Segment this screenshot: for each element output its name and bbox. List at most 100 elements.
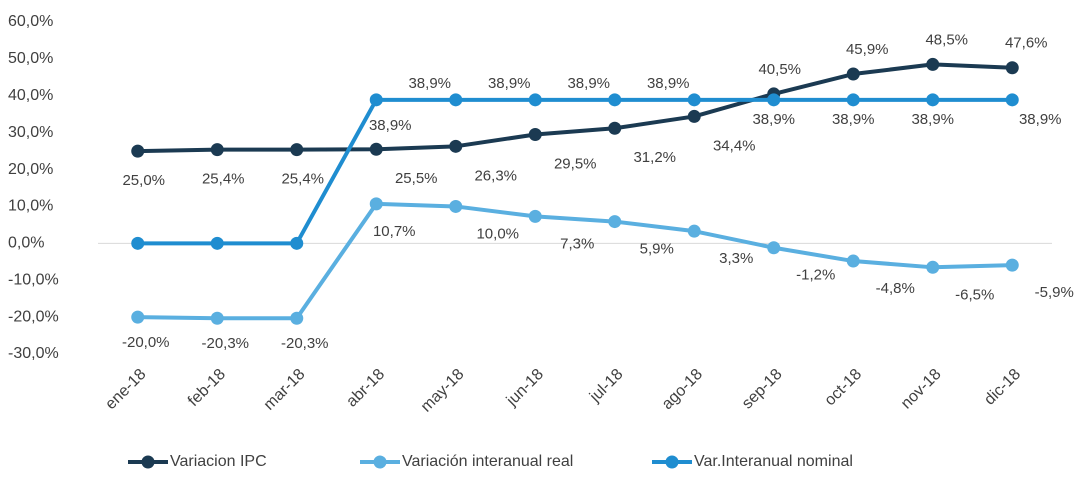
data-label: 25,0% bbox=[122, 172, 165, 189]
data-label: 38,9% bbox=[911, 111, 954, 128]
data-label: 5,9% bbox=[640, 241, 674, 258]
data-label: 25,4% bbox=[202, 171, 245, 188]
data-label: -4,8% bbox=[876, 280, 915, 297]
y-tick-label: 20,0% bbox=[8, 161, 53, 178]
point bbox=[369, 197, 383, 211]
data-label: -20,0% bbox=[122, 334, 170, 351]
point bbox=[926, 57, 940, 71]
legend-swatch bbox=[665, 455, 679, 469]
point bbox=[767, 241, 781, 255]
x-tick-label: mar-18 bbox=[261, 366, 309, 414]
point bbox=[528, 209, 542, 223]
x-tick-label: jun-18 bbox=[503, 366, 547, 410]
legend-label: Variación interanual real bbox=[402, 453, 573, 470]
data-label: 10,0% bbox=[476, 225, 519, 242]
x-tick-label: sep-18 bbox=[739, 366, 786, 413]
data-label: 38,9% bbox=[408, 75, 451, 92]
point bbox=[1005, 93, 1019, 107]
point bbox=[528, 128, 542, 142]
x-tick-label: ene-18 bbox=[102, 366, 149, 413]
data-label: 38,9% bbox=[488, 75, 531, 92]
point bbox=[608, 215, 622, 229]
y-tick-label: 40,0% bbox=[8, 87, 53, 104]
data-label: 48,5% bbox=[925, 31, 968, 48]
point bbox=[528, 93, 542, 107]
x-tick-label: ago-18 bbox=[659, 366, 706, 413]
x-tick-label: oct-18 bbox=[822, 366, 866, 410]
data-label: 34,4% bbox=[713, 137, 756, 154]
x-tick-label: feb-18 bbox=[185, 366, 229, 410]
point bbox=[449, 199, 463, 213]
data-label: 38,9% bbox=[647, 75, 690, 92]
data-label: 38,9% bbox=[832, 111, 875, 128]
y-tick-label: 50,0% bbox=[8, 50, 53, 67]
data-label: -6,5% bbox=[955, 286, 994, 303]
point bbox=[767, 93, 781, 107]
x-tick-label: nov-18 bbox=[898, 366, 945, 413]
point bbox=[1005, 61, 1019, 75]
data-label: 31,2% bbox=[633, 149, 676, 166]
data-label: 29,5% bbox=[554, 155, 597, 172]
series-line bbox=[137, 97, 1013, 246]
point bbox=[290, 143, 304, 157]
legend-swatch bbox=[141, 455, 155, 469]
y-tick-label: -30,0% bbox=[8, 345, 59, 362]
point bbox=[926, 260, 940, 274]
point bbox=[1005, 258, 1019, 272]
point bbox=[131, 236, 145, 250]
point bbox=[449, 93, 463, 107]
data-label: 47,6% bbox=[1005, 35, 1048, 52]
x-tick-label: may-18 bbox=[418, 366, 468, 416]
y-tick-label: -20,0% bbox=[8, 308, 59, 325]
point bbox=[449, 139, 463, 153]
series-line bbox=[137, 201, 1013, 321]
point bbox=[210, 236, 224, 250]
x-tick-label: abr-18 bbox=[343, 366, 388, 411]
point bbox=[290, 311, 304, 325]
point bbox=[608, 93, 622, 107]
point bbox=[687, 224, 701, 238]
x-tick-label: jul-18 bbox=[586, 366, 626, 406]
y-tick-label: -10,0% bbox=[8, 271, 59, 288]
y-tick-label: 0,0% bbox=[8, 235, 44, 252]
data-label: 38,9% bbox=[752, 111, 795, 128]
data-label: -5,9% bbox=[1035, 284, 1074, 301]
data-label: 38,9% bbox=[369, 117, 412, 134]
point bbox=[131, 144, 145, 158]
y-tick-label: 30,0% bbox=[8, 124, 53, 141]
point bbox=[846, 67, 860, 81]
data-label: -20,3% bbox=[201, 335, 249, 352]
data-label: 7,3% bbox=[560, 235, 594, 252]
data-label: 38,9% bbox=[1019, 111, 1062, 128]
data-label: 3,3% bbox=[719, 250, 753, 267]
data-label: 25,5% bbox=[395, 170, 438, 187]
point bbox=[369, 142, 383, 156]
data-label: -20,3% bbox=[281, 335, 329, 352]
x-tick-label: dic-18 bbox=[981, 366, 1024, 409]
point bbox=[210, 143, 224, 157]
point bbox=[687, 109, 701, 123]
y-tick-label: 60,0% bbox=[8, 13, 53, 30]
series-line bbox=[137, 62, 1013, 154]
data-label: 26,3% bbox=[474, 167, 517, 184]
legend-swatch bbox=[373, 455, 387, 469]
y-tick-label: 10,0% bbox=[8, 198, 53, 215]
legend-label: Var.Interanual nominal bbox=[694, 453, 853, 470]
point bbox=[608, 121, 622, 135]
point bbox=[846, 93, 860, 107]
point bbox=[846, 254, 860, 268]
point bbox=[290, 236, 304, 250]
data-label: 25,4% bbox=[281, 171, 324, 188]
point bbox=[926, 93, 940, 107]
point bbox=[210, 311, 224, 325]
data-label: 45,9% bbox=[846, 41, 889, 58]
data-label: 40,5% bbox=[758, 61, 801, 78]
point bbox=[369, 93, 383, 107]
legend-label: Variacion IPC bbox=[170, 453, 267, 470]
point bbox=[131, 310, 145, 324]
data-label: 10,7% bbox=[373, 223, 416, 240]
point bbox=[687, 93, 701, 107]
data-label: 38,9% bbox=[567, 75, 610, 92]
data-label: -1,2% bbox=[796, 267, 835, 284]
